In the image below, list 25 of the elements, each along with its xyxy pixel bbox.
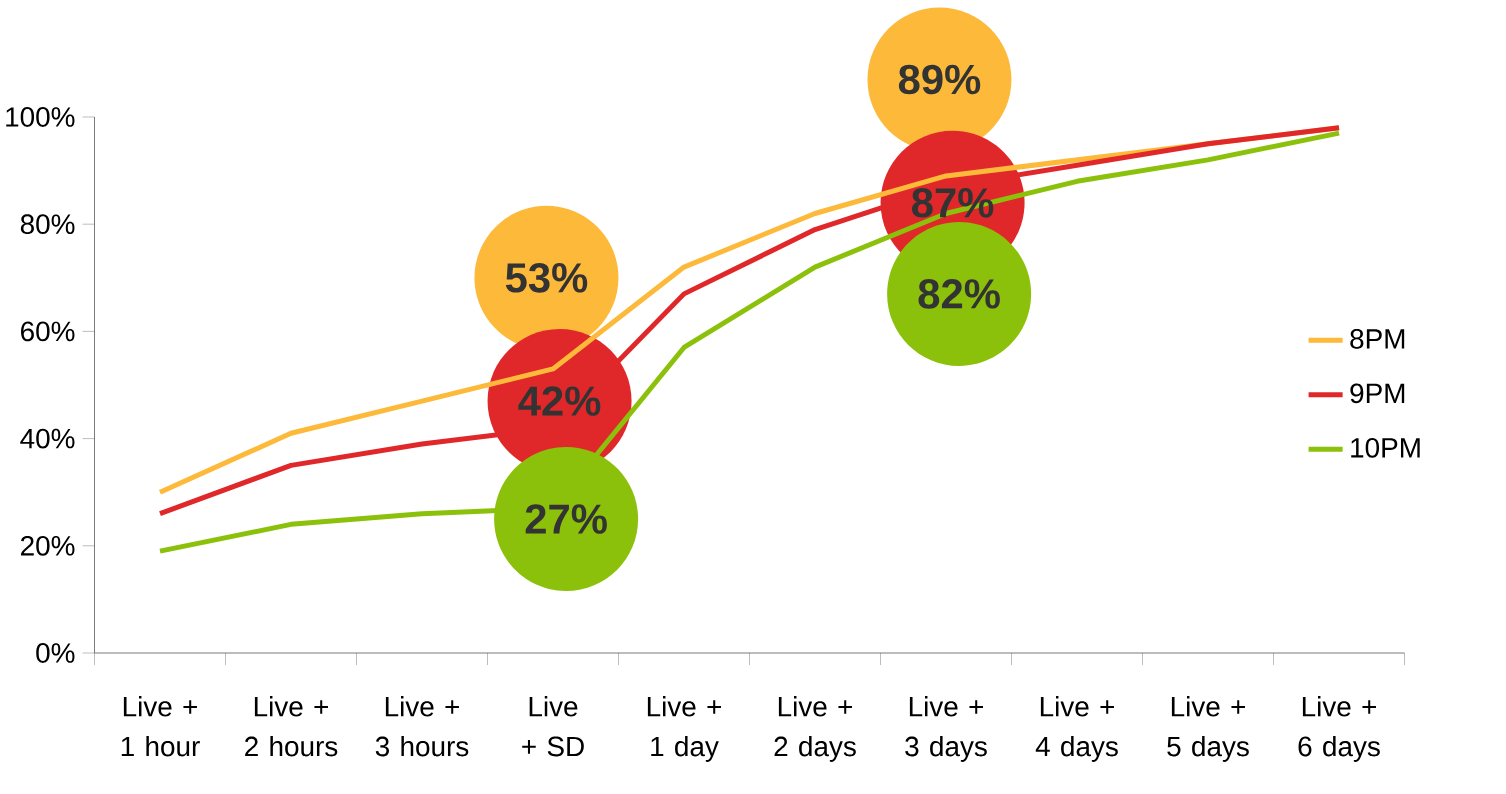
data-label: 42% (518, 386, 601, 416)
x-tick-label: Live + 6 days (1298, 696, 1380, 762)
data-label: 53% (505, 262, 588, 293)
x-tick-label: Live + 4 days (1035, 696, 1118, 762)
legend-label: 9PM (1350, 383, 1405, 404)
legend-label: 10PM (1351, 437, 1420, 458)
y-tick-label: 60% (21, 321, 75, 342)
data-label: 87% (912, 187, 994, 218)
x-tick-label: Live + 2 days (774, 696, 856, 762)
y-tick-label: 80% (20, 214, 75, 235)
y-tick-label: 100% (6, 107, 75, 127)
x-tick-label: Live + 1 hour (121, 696, 200, 757)
data-label: 27% (525, 504, 607, 534)
x-tick-label: Live + 1 day (647, 696, 721, 762)
legend-label: 8PM (1350, 329, 1405, 349)
x-tick-label: Live + 2 hours (245, 696, 338, 757)
x-tick-label: Live + 3 hours (375, 696, 469, 757)
x-tick-label: Live + 3 days (905, 696, 987, 762)
y-tick-label: 0% (36, 643, 75, 663)
x-tick-label: Live + SD (522, 696, 584, 757)
data-label: 89% (898, 64, 981, 95)
y-tick-label: 20% (21, 535, 75, 556)
x-tick-label: Live + 5 days (1167, 696, 1249, 762)
y-tick-label: 40% (20, 428, 75, 449)
data-label: 82% (918, 279, 1000, 309)
